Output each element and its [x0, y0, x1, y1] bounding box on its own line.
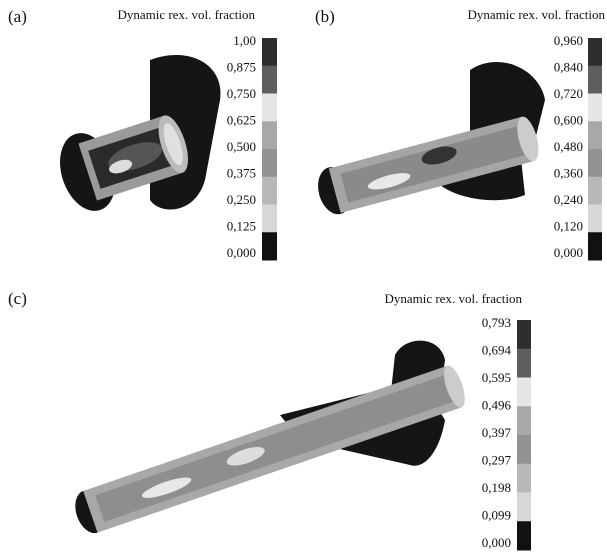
- colorbar-tick-label: 1,00: [233, 33, 256, 48]
- colorbar-segment: [262, 232, 277, 260]
- colorbar-tick-label: 0,397: [482, 425, 512, 440]
- colorbar-segment: [262, 38, 277, 66]
- colorbar-segment: [588, 66, 602, 94]
- figure: (a) Dynamic rex. vol. fraction (b) Dynam…: [0, 0, 607, 555]
- colorbar-tick-label: 0,840: [554, 59, 583, 74]
- colorbar-segment: [262, 121, 277, 149]
- colorbar-segment: [517, 464, 531, 493]
- colorbar-segment: [517, 349, 531, 378]
- colorbar-segment: [588, 121, 602, 149]
- colorbar-tick-label: 0,120: [554, 218, 583, 233]
- colorbar-tick-label: 0,375: [227, 165, 256, 180]
- colorbar-segment: [517, 378, 531, 407]
- colorbar-tick-label: 0,960: [554, 33, 583, 48]
- panel-label: (c): [8, 289, 27, 308]
- colorbar-segment: [588, 205, 602, 233]
- colorbar-segment: [517, 406, 531, 435]
- legend-title: Dynamic rex. vol. fraction: [467, 7, 605, 22]
- colorbar-segment: [262, 94, 277, 122]
- colorbar-tick-label: 0,000: [227, 245, 256, 260]
- render-a: [51, 55, 221, 218]
- colorbar-tick-label: 0,125: [227, 218, 256, 233]
- render-b: [313, 62, 545, 218]
- colorbar-tick-label: 0,198: [482, 480, 511, 495]
- colorbar-tick-label: 0,496: [482, 397, 512, 412]
- colorbar-tick-label: 0,480: [554, 139, 583, 154]
- colorbar-tick-label: 0,720: [554, 86, 583, 101]
- colorbar-segment: [588, 177, 602, 205]
- colorbar-tick-label: 0,595: [482, 370, 511, 385]
- colorbar-tick-label: 0,500: [227, 139, 256, 154]
- colorbar-segment: [588, 232, 602, 260]
- colorbar-segment: [262, 177, 277, 205]
- colorbar-tick-label: 0,625: [227, 112, 256, 127]
- colorbar-tick-label: 0,750: [227, 86, 256, 101]
- colorbar-tick-label: 0,793: [482, 315, 511, 330]
- colorbar-segment: [517, 493, 531, 522]
- panel-label: (b): [315, 7, 335, 26]
- legend-title: Dynamic rex. vol. fraction: [117, 7, 255, 22]
- colorbar-segment: [588, 38, 602, 66]
- colorbar-tick-label: 0,099: [482, 507, 511, 522]
- colorbar-tick-label: 0,250: [227, 192, 256, 207]
- render-c: [70, 341, 469, 538]
- colorbar-segment: [517, 521, 531, 550]
- legend-title: Dynamic rex. vol. fraction: [384, 291, 522, 306]
- colorbar-segment: [588, 149, 602, 177]
- colorbar-tick-label: 0,297: [482, 452, 512, 467]
- colorbar-tick-label: 0,875: [227, 59, 256, 74]
- colorbar-segment: [262, 149, 277, 177]
- colorbar-segment: [588, 94, 602, 122]
- colorbar-tick-label: 0,240: [554, 192, 583, 207]
- colorbar-tick-label: 0,360: [554, 165, 583, 180]
- colorbar-segment: [517, 435, 531, 464]
- colorbar-tick-label: 0,694: [482, 342, 512, 357]
- panel-label: (a): [8, 7, 27, 26]
- colorbar-segment: [262, 205, 277, 233]
- colorbar-segment: [262, 66, 277, 94]
- colorbar-tick-label: 0,000: [554, 245, 583, 260]
- colorbar-segment: [517, 320, 531, 349]
- colorbar-tick-label: 0,000: [482, 535, 511, 550]
- colorbar-tick-label: 0,600: [554, 112, 583, 127]
